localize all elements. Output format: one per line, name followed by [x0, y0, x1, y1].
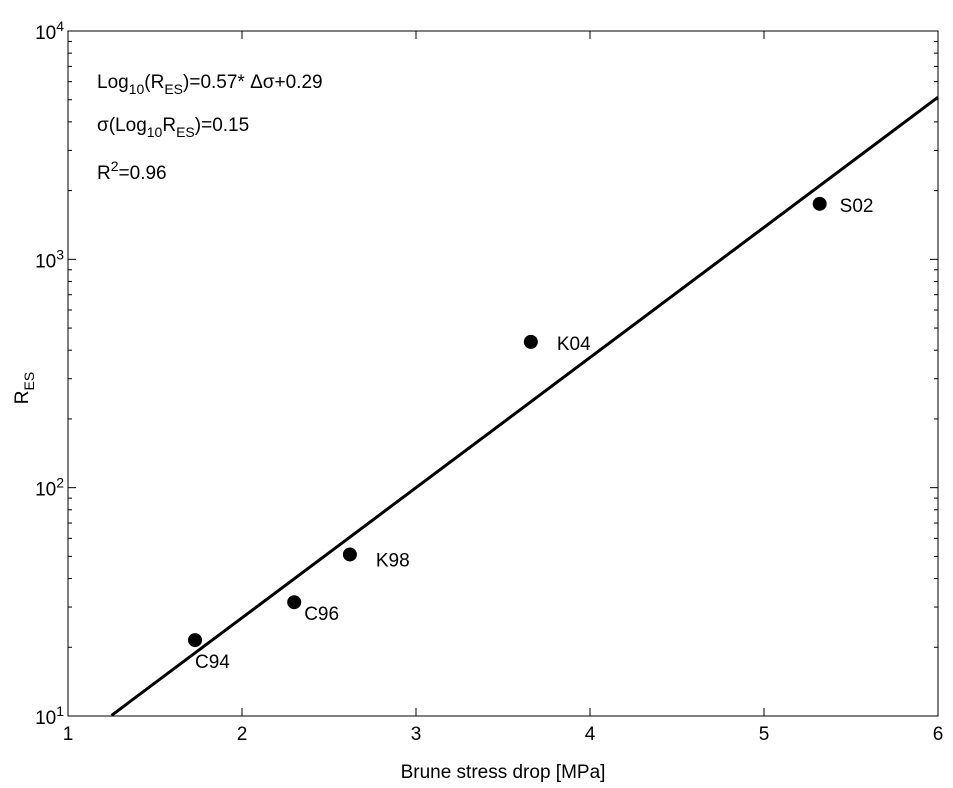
annotation: R2=0.96	[97, 158, 167, 184]
point-label: K98	[376, 550, 410, 571]
annotation: σ(Log10RES)=0.15	[97, 115, 249, 140]
text-part: (R	[144, 72, 164, 93]
y-tick-label: 104	[35, 18, 64, 44]
y-tick-label: 103	[35, 246, 64, 272]
data-point	[812, 196, 827, 211]
text-part: 1	[56, 703, 64, 719]
text-part: 10	[35, 708, 56, 729]
text-part: =0.96	[119, 163, 167, 184]
y-tick-label: 102	[35, 475, 64, 501]
y-tick-label: 101	[35, 703, 64, 729]
text-part: 10	[35, 23, 56, 44]
y-axis-label: RES	[12, 372, 37, 404]
fit-line	[110, 96, 939, 717]
x-tick-label: 1	[63, 724, 74, 745]
text-part: 4	[56, 18, 64, 34]
plot-frame	[67, 30, 939, 717]
text-part: σ(Log	[97, 115, 147, 136]
text-part: ES	[164, 81, 183, 97]
text-part: R	[12, 390, 33, 404]
text-part: R	[97, 163, 111, 184]
text-part: 2	[56, 475, 64, 491]
text-part: )=0.15	[195, 115, 249, 136]
text-part: 3	[56, 246, 64, 262]
text-part: ES	[21, 372, 37, 391]
data-point	[188, 633, 203, 648]
x-tick-label: 2	[237, 724, 248, 745]
text-part: 10	[35, 480, 56, 501]
annotation: Log10(RES)=0.57* Δσ+0.29	[97, 72, 323, 97]
text-part: 10	[147, 124, 163, 140]
text-part: R	[162, 115, 176, 136]
text-part: ES	[176, 124, 195, 140]
point-label: K04	[557, 334, 591, 355]
point-label: C96	[304, 604, 339, 625]
data-point	[342, 547, 357, 562]
data-point	[287, 595, 302, 610]
point-label: C94	[195, 652, 230, 673]
text-part: Log	[97, 72, 129, 93]
text-part: 10	[129, 81, 145, 97]
text-part: 10	[35, 251, 56, 272]
x-tick-label: 5	[759, 724, 770, 745]
text-part: 2	[111, 158, 119, 174]
point-label: S02	[840, 196, 874, 217]
x-tick-label: 3	[411, 724, 422, 745]
x-axis-label: Brune stress drop [MPa]	[401, 762, 606, 783]
x-tick-label: 4	[585, 724, 596, 745]
text-part: )=0.57* Δσ+0.29	[183, 72, 323, 93]
x-tick-label: 6	[933, 724, 944, 745]
data-point	[523, 334, 538, 349]
